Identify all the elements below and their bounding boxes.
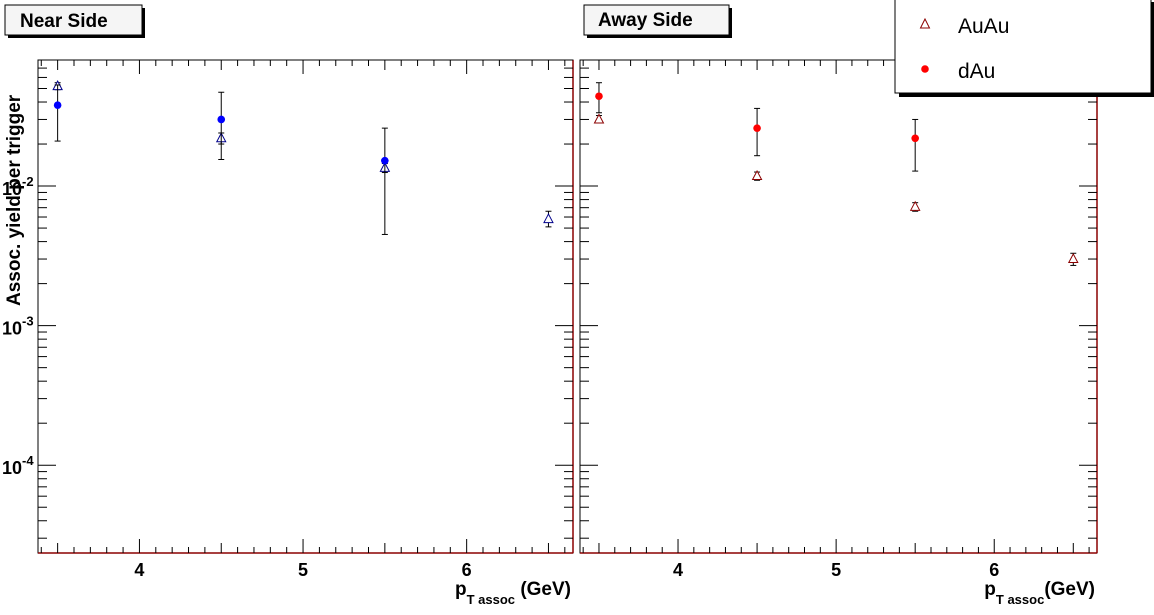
legend-label: dAu <box>958 60 995 83</box>
panel-title: Near Side <box>20 11 108 32</box>
data-point-triangle <box>593 113 605 124</box>
plot-frame <box>579 59 1098 554</box>
panel-away-side: 4 5 6pT assoc(GeV) Away Side AuAu dAu <box>579 0 1154 607</box>
y-tick-label: 10-4 <box>2 453 34 478</box>
data-point-circle <box>753 124 761 132</box>
data-point-circle <box>217 115 226 124</box>
data-point-circle <box>53 101 62 109</box>
legend: AuAu dAu <box>894 0 1154 97</box>
title-box <box>583 4 730 36</box>
legend-label: AuAu <box>958 15 1009 38</box>
series-dau <box>53 84 389 235</box>
y-tick-label: 10-2 <box>2 174 34 199</box>
data-point-triangle <box>751 169 763 181</box>
title-box <box>4 4 143 36</box>
series-dau <box>595 82 919 172</box>
data-point-circle <box>595 92 603 101</box>
data-point-circle <box>381 156 389 165</box>
legend-marker-triangle <box>919 17 931 29</box>
data-point-triangle <box>1067 252 1079 264</box>
x-tick-label: 5 <box>831 560 841 580</box>
x-tick-label: 4 <box>673 560 683 580</box>
x-axis-label: pT assoc(GeV) <box>984 579 1095 607</box>
data-point-triangle <box>909 200 921 211</box>
x-tick-label: 4 <box>134 560 144 580</box>
x-axis-label: pT assoc (GeV) <box>455 579 571 607</box>
plot-frame <box>37 59 574 554</box>
legend-marker-circle <box>921 65 929 73</box>
y-axis-label: Assoc. yield per trigger <box>4 94 25 306</box>
panel-title: Away Side <box>598 10 693 31</box>
x-tick-label: 6 <box>462 560 472 580</box>
x-tick-label: 5 <box>298 560 308 580</box>
legend-box <box>894 0 1152 94</box>
data-point-circle <box>911 134 919 143</box>
panel-near-side: 4 5 6 10-2 10-3 10-4 pT assoc (GeV) Assoc. yiel… <box>2 4 574 607</box>
y-tick-label: 10-3 <box>2 314 34 339</box>
series-auau <box>593 113 1079 266</box>
data-point-triangle <box>543 213 554 224</box>
x-tick-label: 6 <box>989 560 999 580</box>
